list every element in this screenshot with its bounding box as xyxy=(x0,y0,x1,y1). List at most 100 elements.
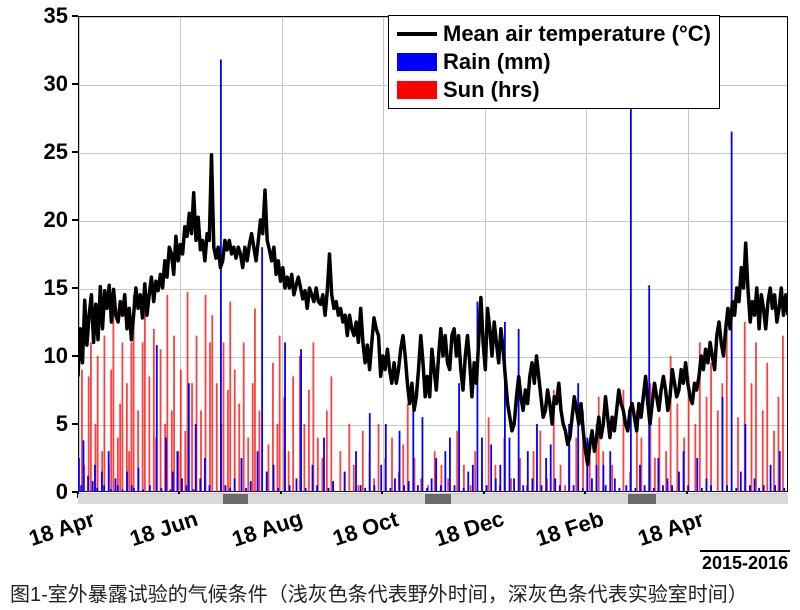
sun-bar xyxy=(726,329,728,492)
sun-bar xyxy=(564,485,566,492)
legend-item: Mean air temperature (°C) xyxy=(397,20,711,48)
rain-bar xyxy=(422,417,424,492)
rain-bar xyxy=(101,472,103,492)
sun-bar xyxy=(539,431,541,492)
rain-bar xyxy=(536,424,538,492)
sun-bar xyxy=(184,431,186,492)
sun-bar xyxy=(447,478,449,492)
rain-bar xyxy=(312,465,314,492)
rain-bar xyxy=(758,488,760,492)
sun-bar xyxy=(81,370,83,492)
rain-bar xyxy=(573,485,575,492)
legend-item: Rain (mm) xyxy=(397,48,711,76)
sun-bar xyxy=(227,390,229,492)
sun-bar xyxy=(737,417,739,492)
sun-bar xyxy=(160,349,162,492)
sun-bar xyxy=(110,370,112,492)
rain-bar xyxy=(648,285,650,492)
rain-bar xyxy=(740,472,742,492)
rain-bar xyxy=(195,424,197,492)
y-tick-label: 10 xyxy=(0,343,68,369)
rain-bar xyxy=(591,478,593,492)
sun-bar xyxy=(402,444,404,492)
rain-bar xyxy=(596,465,598,492)
rain-bar xyxy=(323,438,325,492)
rain-bar xyxy=(389,488,391,492)
rain-bar xyxy=(193,489,195,492)
rain-bar xyxy=(225,485,227,492)
sun-bar xyxy=(191,383,193,492)
legend-label: Rain (mm) xyxy=(443,49,551,75)
sun-bar xyxy=(90,342,92,492)
rain-bar xyxy=(284,342,286,492)
sun-bar xyxy=(128,451,130,492)
rain-bar xyxy=(245,488,247,492)
rain-bar xyxy=(779,451,781,492)
sun-bar xyxy=(362,431,364,492)
rain-bar xyxy=(332,481,334,492)
legend-item: Sun (hrs) xyxy=(397,76,711,104)
sun-bar xyxy=(317,438,319,492)
date-range-label: 2015-2016 xyxy=(700,550,790,575)
rain-bar xyxy=(209,485,211,492)
rain-bar xyxy=(273,465,275,492)
rain-bar xyxy=(170,489,172,492)
legend: Mean air temperature (°C)Rain (mm)Sun (h… xyxy=(388,15,720,109)
rain-bar xyxy=(635,488,637,492)
rain-bar xyxy=(744,424,746,492)
rain-bar xyxy=(763,485,765,492)
sun-bar xyxy=(717,410,719,492)
rain-bar xyxy=(83,440,85,492)
legend-label: Sun (hrs) xyxy=(443,77,540,103)
legend-label: Mean air temperature (°C) xyxy=(443,21,711,47)
rain-bar xyxy=(117,485,119,492)
sun-bar xyxy=(148,376,150,492)
sun-bar xyxy=(330,376,332,492)
rain-bar xyxy=(126,472,128,492)
sun-bar xyxy=(611,465,613,492)
sun-bar xyxy=(755,342,757,492)
rain-bar xyxy=(122,489,124,492)
rain-bar xyxy=(94,465,96,492)
rain-bar xyxy=(774,485,776,492)
rain-bar xyxy=(80,485,82,492)
rain-bar xyxy=(683,451,685,492)
rain-bar xyxy=(417,485,419,492)
rain-bar xyxy=(234,478,236,492)
sun-bar xyxy=(243,342,245,492)
legend-line-swatch xyxy=(397,32,437,36)
rain-bar xyxy=(687,485,689,492)
rain-bar xyxy=(783,488,785,492)
rain-bar xyxy=(296,478,298,492)
rain-bar xyxy=(186,485,188,492)
rain-bar xyxy=(300,349,302,492)
rain-bar xyxy=(444,451,446,492)
y-tick-label: 0 xyxy=(0,479,68,505)
sun-bar xyxy=(279,336,281,492)
rain-bar xyxy=(449,438,451,492)
sun-bar xyxy=(229,302,231,492)
rain-bar xyxy=(513,478,515,492)
sun-bar xyxy=(706,397,708,492)
rain-bar xyxy=(289,485,291,492)
sun-bar xyxy=(353,465,355,492)
rain-bar xyxy=(364,488,366,492)
rain-bar xyxy=(644,485,646,492)
rain-bar xyxy=(472,465,474,492)
sun-bar xyxy=(474,451,476,492)
sun-bar xyxy=(751,383,753,492)
sun-bar xyxy=(339,451,341,492)
lab-time-segment xyxy=(628,494,656,504)
rain-bar xyxy=(619,488,621,492)
sun-bar xyxy=(766,363,768,492)
rain-bar xyxy=(188,383,190,492)
rain-bar xyxy=(545,458,547,492)
sun-bar xyxy=(121,342,123,492)
sun-bar xyxy=(97,356,99,492)
rain-bar xyxy=(614,478,616,492)
y-tick-label: 35 xyxy=(0,3,68,29)
rain-bar xyxy=(131,485,133,492)
y-tick-label: 15 xyxy=(0,275,68,301)
sun-bar xyxy=(456,431,458,492)
sun-bar xyxy=(180,370,182,492)
